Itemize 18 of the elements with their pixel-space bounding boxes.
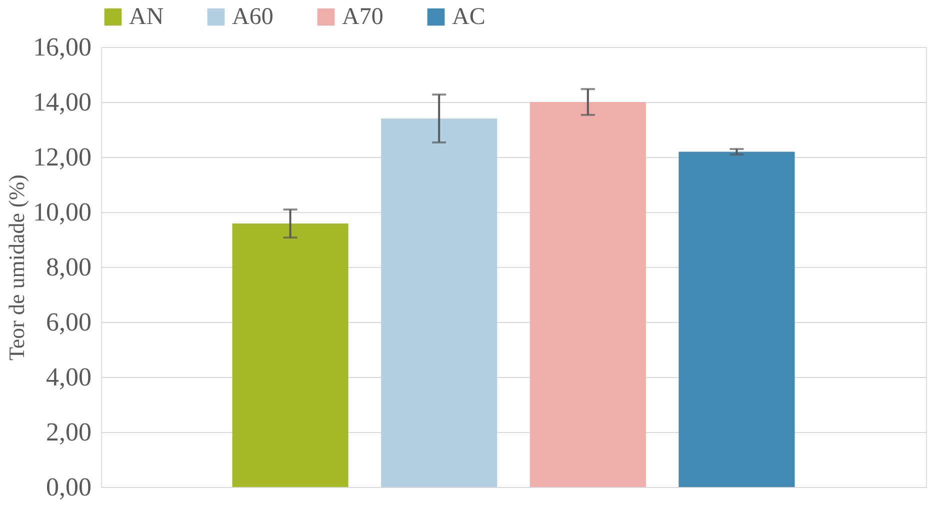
- y-tick-label: 10,00: [33, 198, 92, 226]
- legend-label: AC: [452, 4, 486, 30]
- bar: [381, 118, 498, 487]
- legend-label: A60: [232, 4, 274, 30]
- y-tick-label: 8,00: [46, 252, 92, 282]
- y-tick-label: 6,00: [46, 308, 92, 336]
- bar: [232, 224, 348, 487]
- y-tick-label: 12,00: [33, 142, 92, 172]
- y-tick-label: 16,00: [33, 32, 92, 62]
- y-tick-label: 0,00: [46, 472, 92, 502]
- y-tick-label: 4,00: [46, 362, 92, 392]
- y-axis-title: Teor de umidade (%): [4, 174, 29, 360]
- y-tick-label: 2,00: [46, 418, 92, 446]
- legend-label: A70: [342, 4, 384, 30]
- bar: [678, 152, 795, 487]
- y-tick-label: 14,00: [33, 88, 92, 116]
- bar: [530, 102, 646, 487]
- legend-label: AN: [129, 4, 164, 30]
